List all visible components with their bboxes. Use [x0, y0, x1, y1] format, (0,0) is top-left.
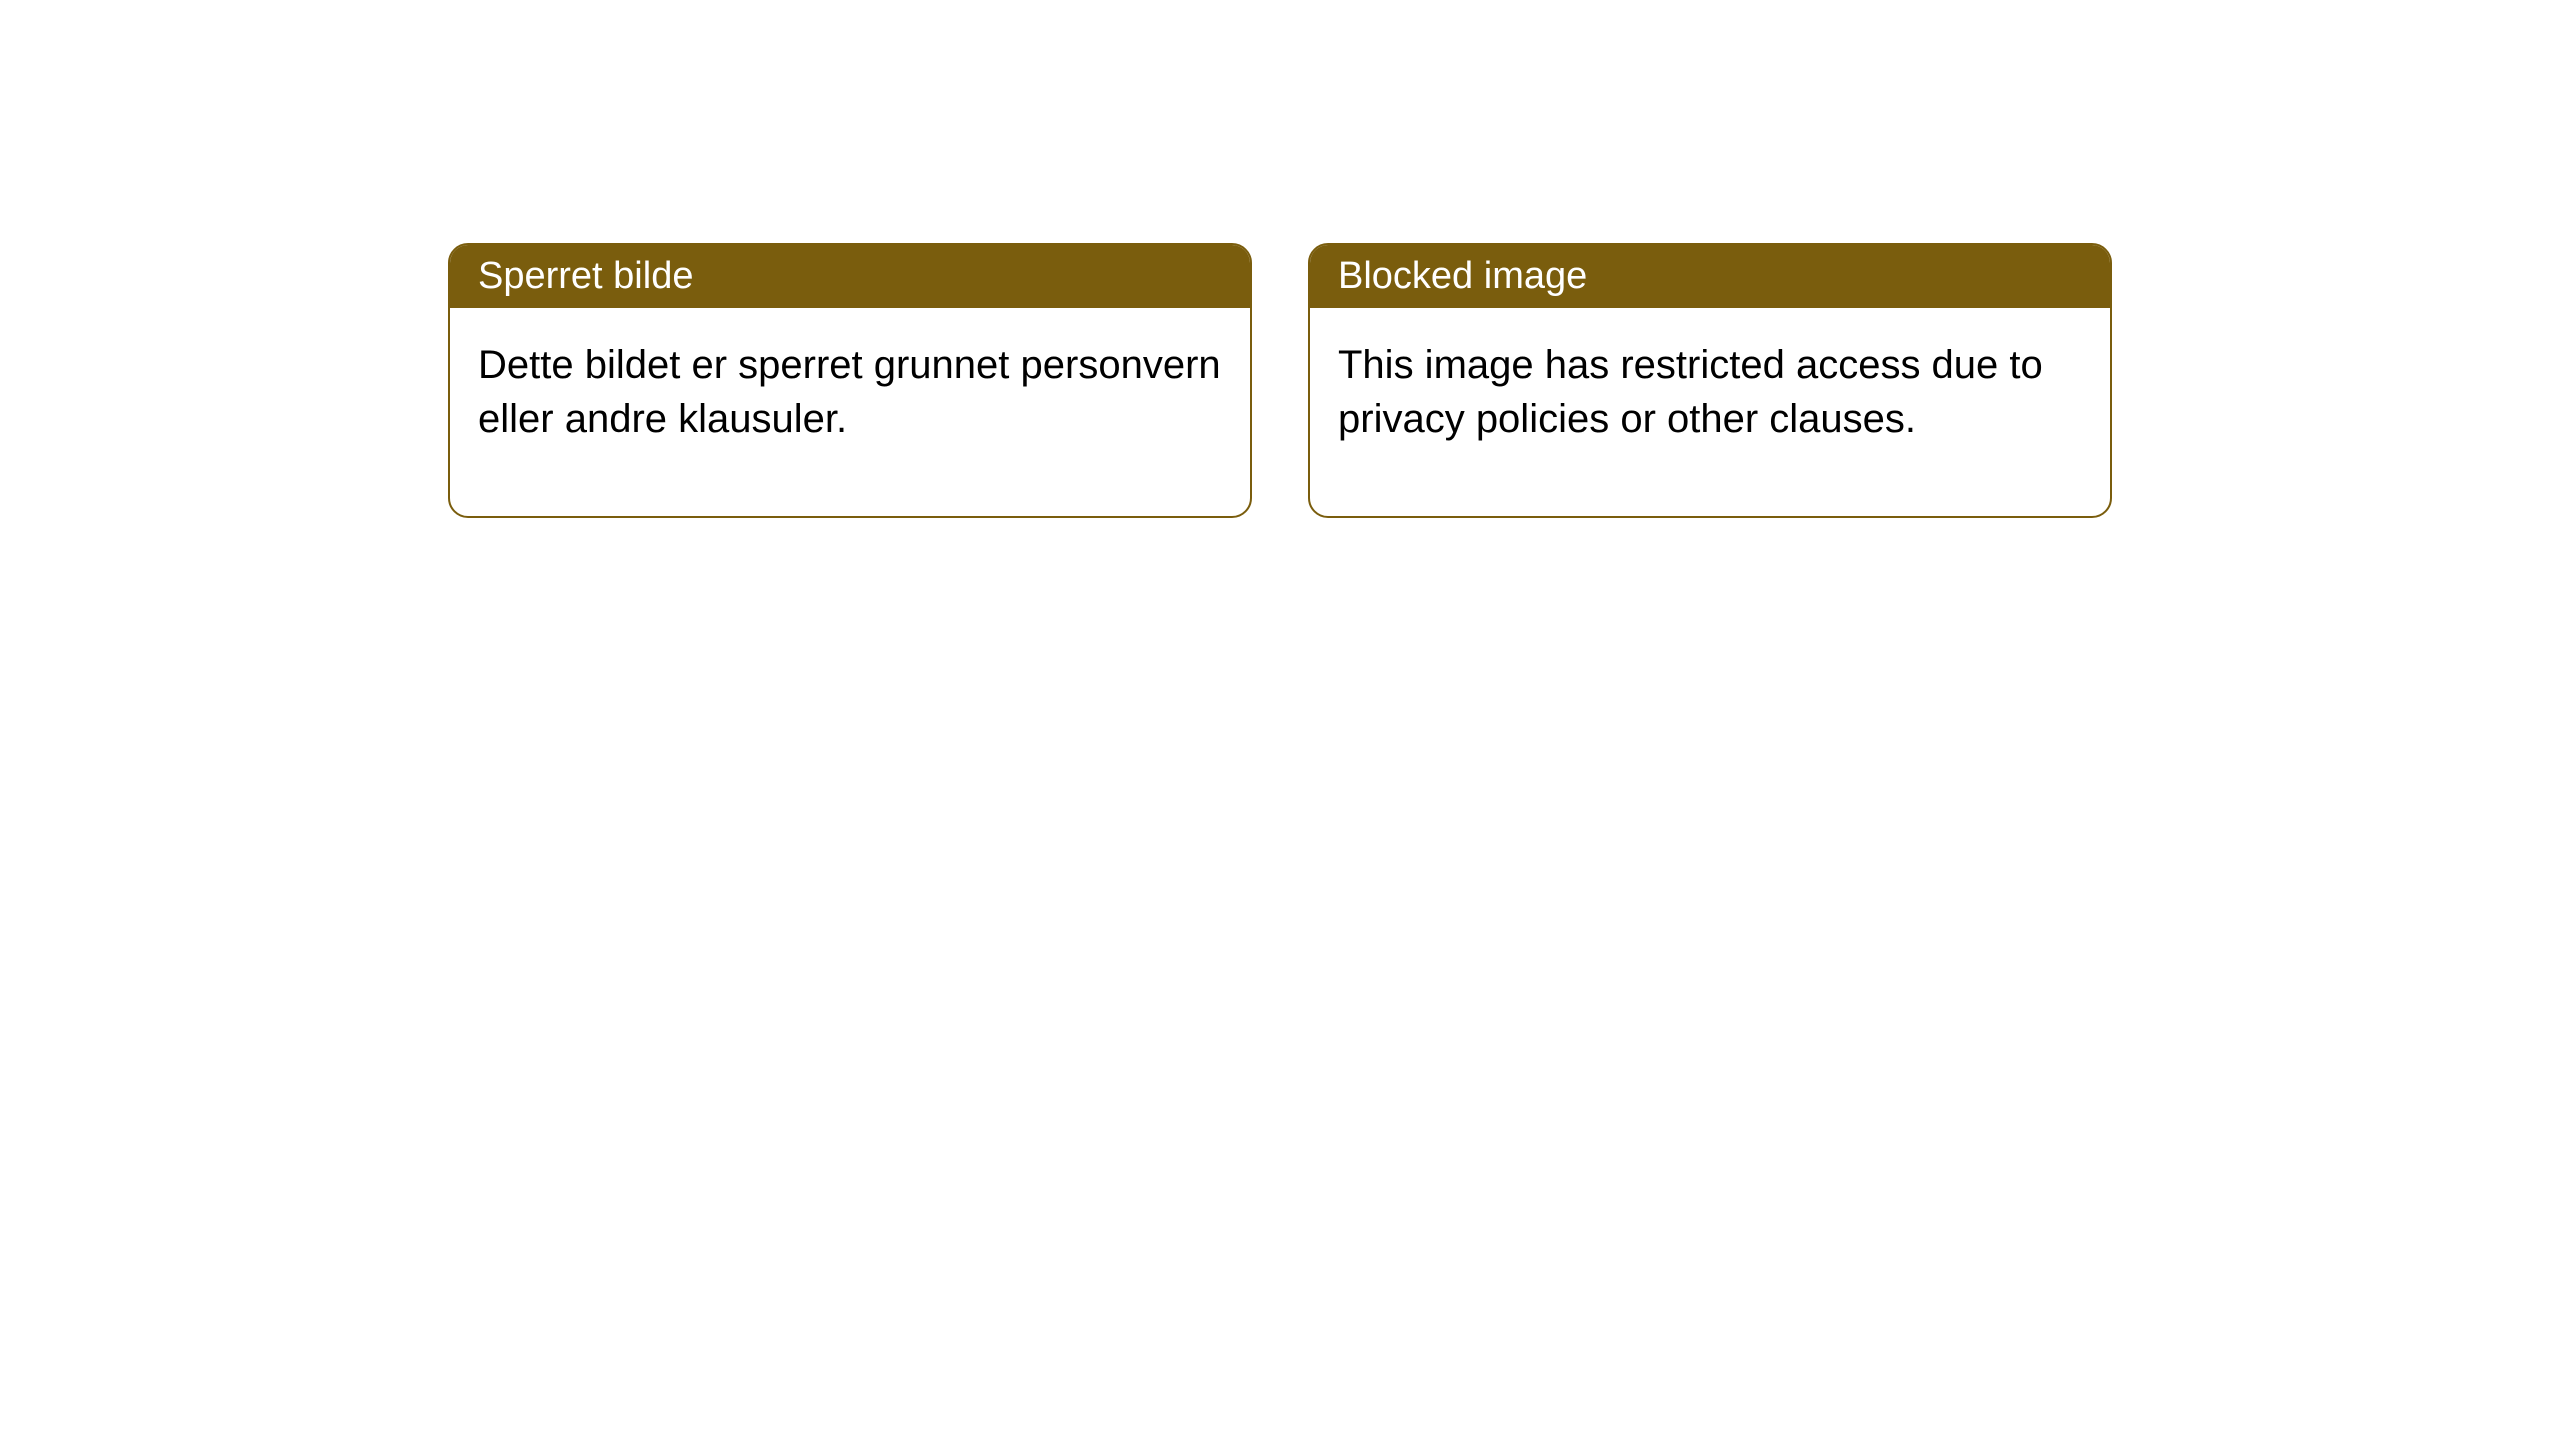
notice-box-norwegian: Sperret bilde Dette bildet er sperret gr… [448, 243, 1252, 518]
notice-title: Sperret bilde [450, 245, 1250, 308]
notice-container: Sperret bilde Dette bildet er sperret gr… [448, 243, 2112, 518]
notice-title: Blocked image [1310, 245, 2110, 308]
notice-body: This image has restricted access due to … [1310, 308, 2110, 516]
notice-box-english: Blocked image This image has restricted … [1308, 243, 2112, 518]
notice-body: Dette bildet er sperret grunnet personve… [450, 308, 1250, 516]
